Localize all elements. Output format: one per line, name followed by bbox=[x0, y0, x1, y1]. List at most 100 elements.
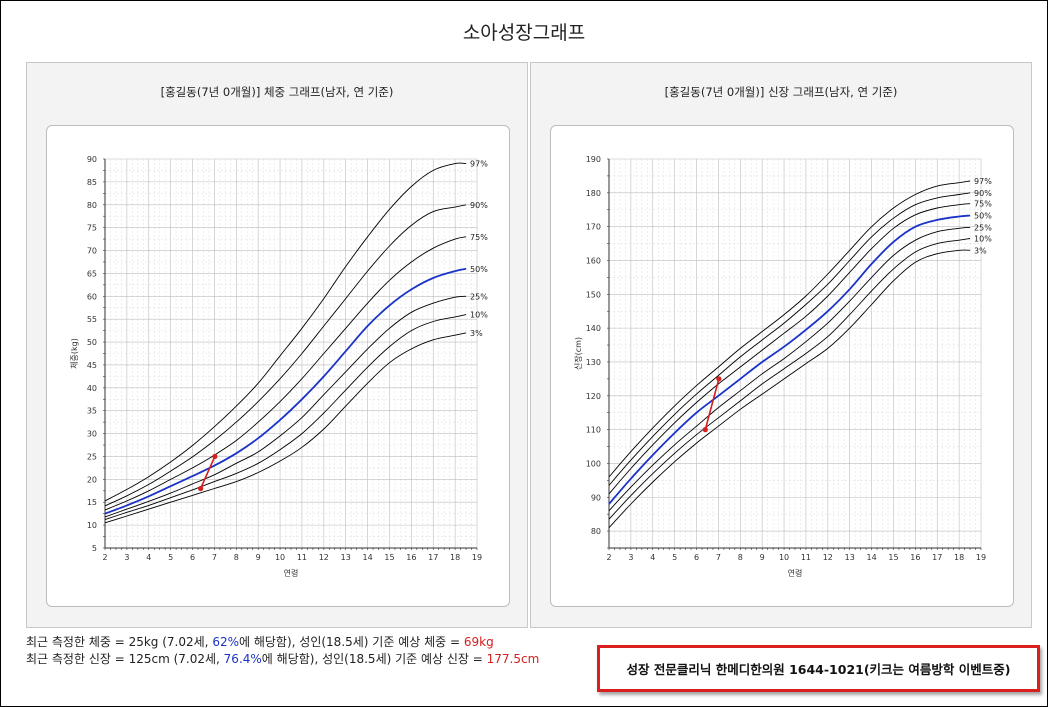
height-curve-label: 97% bbox=[974, 177, 992, 186]
height-x-axis-label: 연령 bbox=[788, 569, 803, 578]
weight-curve-label: 3% bbox=[470, 329, 483, 338]
height-x-tick-label: 14 bbox=[866, 553, 876, 562]
weight-y-tick-label: 75 bbox=[87, 224, 97, 233]
height-y-tick-label: 180 bbox=[586, 189, 601, 198]
weight-chart: 2 3 4 5 6 7 8 9 10 11 12 13 14 15 16 17 18 19510152025303… bbox=[69, 155, 488, 578]
height-y-tick-label: 80 bbox=[591, 527, 601, 536]
weight-x-axis-label: 연령 bbox=[284, 569, 299, 578]
height-summary-mid: 에 해당함), 성인(18.5세) 기준 예상 신장 = bbox=[261, 652, 487, 666]
weight-grid bbox=[104, 158, 478, 549]
height-y-tick-label: 160 bbox=[586, 256, 601, 265]
height-curve-25pct bbox=[608, 226, 971, 512]
height-x-tick-label: 10 bbox=[779, 553, 789, 562]
height-chart-card: 2 3 4 5 6 7 8 9 10 11 12 13 14 15 16 17 18 19 80 90 100 110 12… bbox=[550, 125, 1014, 607]
height-curve-50pct bbox=[608, 214, 971, 505]
height-x-tick-label: 2 bbox=[606, 553, 611, 562]
weight-curve-50pct bbox=[104, 267, 467, 515]
weight-y-tick-label: 90 bbox=[87, 155, 97, 164]
weight-x-tick-label: 18 bbox=[450, 553, 460, 562]
weight-curve-90pct bbox=[104, 204, 467, 507]
height-y-tick-label: 150 bbox=[586, 290, 601, 299]
weight-y-tick-label: 70 bbox=[87, 247, 97, 256]
weight-measured-line bbox=[199, 456, 216, 489]
height-curve-10pct bbox=[608, 238, 971, 520]
height-x-tick-label: 19 bbox=[976, 553, 986, 562]
height-chart-title: [홍길동(7년 0개월)] 신장 그래프(남자, 연 기준) bbox=[664, 85, 898, 99]
height-x-tick-label: 11 bbox=[801, 553, 811, 562]
weight-y-tick-label: 15 bbox=[87, 498, 97, 507]
promo-text: 성장 전문클리닉 한메디한의원 1644-1021(키크는 여름방학 이벤트중) bbox=[626, 662, 1011, 677]
height-chart-panel: [홍길동(7년 0개월)] 신장 그래프(남자, 연 기준) 2 3 4 5 6 7 8 9 1… bbox=[530, 62, 1032, 628]
height-curve-label: 10% bbox=[974, 234, 992, 243]
weight-summary: 최근 측정한 체중 = 25kg (7.02세, 62%에 해당함), 성인(1… bbox=[26, 633, 494, 650]
weight-measured-point bbox=[212, 453, 218, 460]
weight-curve-25pct bbox=[104, 295, 467, 518]
weight-y-tick-label: 25 bbox=[87, 452, 97, 461]
weight-summary-prefix: 최근 측정한 체중 = 25kg (7.02세, bbox=[26, 635, 213, 649]
weight-summary-percentile: 62% bbox=[212, 635, 239, 649]
height-curve-label: 50% bbox=[974, 211, 992, 220]
height-x-tick-label: 5 bbox=[672, 553, 677, 562]
height-x-tick-label: 12 bbox=[823, 553, 833, 562]
weight-x-tick-label: 13 bbox=[341, 553, 351, 562]
weight-x-tick-label: 15 bbox=[384, 553, 394, 562]
weight-x-tick-label: 10 bbox=[275, 553, 285, 562]
weight-chart-card: 2 3 4 5 6 7 8 9 10 11 12 13 14 15 16 17 18 19 5 10 15 20 25 30 3… bbox=[46, 125, 510, 607]
height-x-tick-label: 8 bbox=[738, 553, 743, 562]
weight-x-tick-label: 17 bbox=[428, 553, 438, 562]
weight-curve-10pct bbox=[104, 314, 467, 521]
height-x-tick-label: 13 bbox=[845, 553, 855, 562]
weight-x-tick-label: 8 bbox=[234, 553, 239, 562]
weight-summary-mid: 에 해당함), 성인(18.5세) 기준 예상 체중 = bbox=[239, 635, 464, 649]
height-curve-90pct bbox=[608, 192, 971, 486]
height-curve-label: 25% bbox=[974, 223, 992, 232]
height-x-tick-label: 6 bbox=[694, 553, 699, 562]
height-chart: 2 3 4 5 6 7 8 9 10 11 12 13 14 15 16 17 18 19 80 90 100 110 12… bbox=[573, 155, 992, 578]
height-y-tick-label: 130 bbox=[586, 358, 601, 367]
weight-curve-label: 75% bbox=[470, 233, 488, 242]
weight-y-tick-label: 85 bbox=[87, 178, 97, 187]
height-y-tick-label: 120 bbox=[586, 392, 601, 401]
height-curve-label: 3% bbox=[974, 246, 987, 255]
height-y-tick-label: 170 bbox=[586, 223, 601, 232]
weight-x-tick-label: 7 bbox=[212, 553, 217, 562]
height-y-tick-label: 110 bbox=[586, 426, 601, 435]
height-y-tick-label: 190 bbox=[586, 155, 601, 164]
weight-x-tick-label: 3 bbox=[124, 553, 129, 562]
weight-y-tick-label: 30 bbox=[87, 430, 97, 439]
weight-y-axis-label: 체중(kg) bbox=[69, 338, 79, 369]
weight-curve-label: 97% bbox=[470, 160, 488, 169]
height-y-tick-label: 100 bbox=[586, 459, 601, 468]
promo-banner[interactable]: 성장 전문클리닉 한메디한의원 1644-1021(키크는 여름방학 이벤트중) bbox=[597, 645, 1040, 692]
weight-x-tick-label: 9 bbox=[256, 553, 261, 562]
height-measured-line bbox=[704, 378, 720, 430]
height-y-tick-label: 140 bbox=[586, 324, 601, 333]
weight-x-tick-label: 4 bbox=[146, 553, 151, 562]
weight-curve-label: 25% bbox=[470, 292, 488, 301]
height-measured-point bbox=[716, 376, 722, 382]
height-x-tick-label: 4 bbox=[650, 553, 655, 562]
weight-y-tick-label: 80 bbox=[87, 201, 97, 210]
weight-y-tick-label: 5 bbox=[92, 544, 97, 553]
weight-x-tick-label: 14 bbox=[362, 553, 372, 562]
weight-x-tick-label: 12 bbox=[319, 553, 329, 562]
height-x-tick-label: 15 bbox=[888, 553, 898, 562]
height-x-tick-label: 9 bbox=[760, 553, 765, 562]
height-x-tick-label: 17 bbox=[932, 553, 942, 562]
weight-y-tick-label: 55 bbox=[87, 315, 97, 324]
weight-y-tick-label: 50 bbox=[87, 338, 97, 347]
weight-y-tick-label: 60 bbox=[87, 292, 97, 301]
height-x-tick-label: 3 bbox=[628, 553, 633, 562]
weight-y-tick-label: 40 bbox=[87, 384, 97, 393]
weight-curve-label: 90% bbox=[470, 201, 488, 210]
weight-summary-predicted: 69kg bbox=[463, 635, 494, 649]
weight-curve-label: 10% bbox=[470, 311, 488, 320]
weight-curve-label: 50% bbox=[470, 265, 488, 274]
height-summary-prefix: 최근 측정한 신장 = 125cm (7.02세, bbox=[26, 652, 224, 666]
weight-curve-97pct bbox=[104, 162, 467, 502]
height-measured-point bbox=[702, 427, 708, 433]
weight-curve-75pct bbox=[104, 236, 467, 511]
weight-y-tick-label: 65 bbox=[87, 269, 97, 278]
weight-y-tick-label: 10 bbox=[87, 521, 97, 530]
